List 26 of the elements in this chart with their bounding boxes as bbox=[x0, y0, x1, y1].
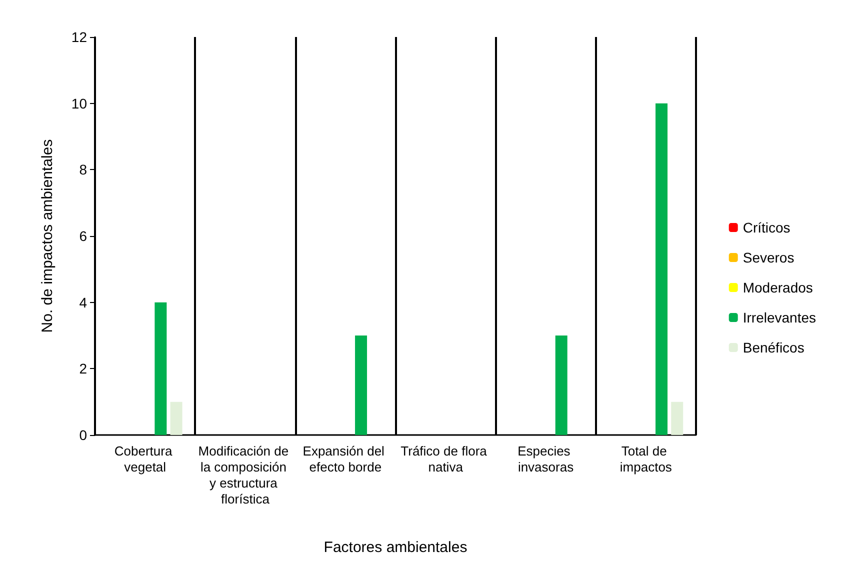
y-tick-label: 2 bbox=[79, 360, 88, 377]
y-tick-label: 6 bbox=[79, 228, 88, 244]
y-tick-label: 10 bbox=[71, 95, 88, 112]
legend-label: Benéficos bbox=[742, 340, 804, 356]
legend-label: Moderados bbox=[742, 280, 813, 296]
x-tick-label: Tráfico de flora nativa bbox=[400, 444, 491, 474]
y-axis-title: No. de impactos ambientales bbox=[39, 139, 56, 333]
x-tick-label: Expansión del efecto borde bbox=[302, 444, 388, 474]
y-tick-label: 0 bbox=[79, 427, 88, 443]
x-tick-label: Especies invasoras bbox=[518, 444, 574, 474]
bar bbox=[170, 402, 182, 435]
bar bbox=[656, 103, 668, 435]
y-tick-label: 8 bbox=[79, 162, 88, 178]
x-axis-title: Factores ambientales bbox=[324, 539, 468, 556]
legend-label: Críticos bbox=[742, 220, 790, 236]
bar bbox=[154, 302, 167, 435]
bar bbox=[555, 336, 568, 435]
y-tick-label: 12 bbox=[71, 29, 88, 45]
bar bbox=[355, 336, 368, 435]
x-tick-label: Total de impactos bbox=[620, 444, 672, 474]
x-tick-label: Cobertura vegetal bbox=[114, 444, 176, 474]
y-tick-label: 4 bbox=[79, 294, 88, 310]
legend-label: Irrelevantes bbox=[742, 310, 816, 326]
bar bbox=[671, 402, 684, 435]
legend-label: Severos bbox=[742, 250, 794, 266]
x-tick-label: Modificación de la composición y estructura florística bbox=[198, 444, 292, 506]
